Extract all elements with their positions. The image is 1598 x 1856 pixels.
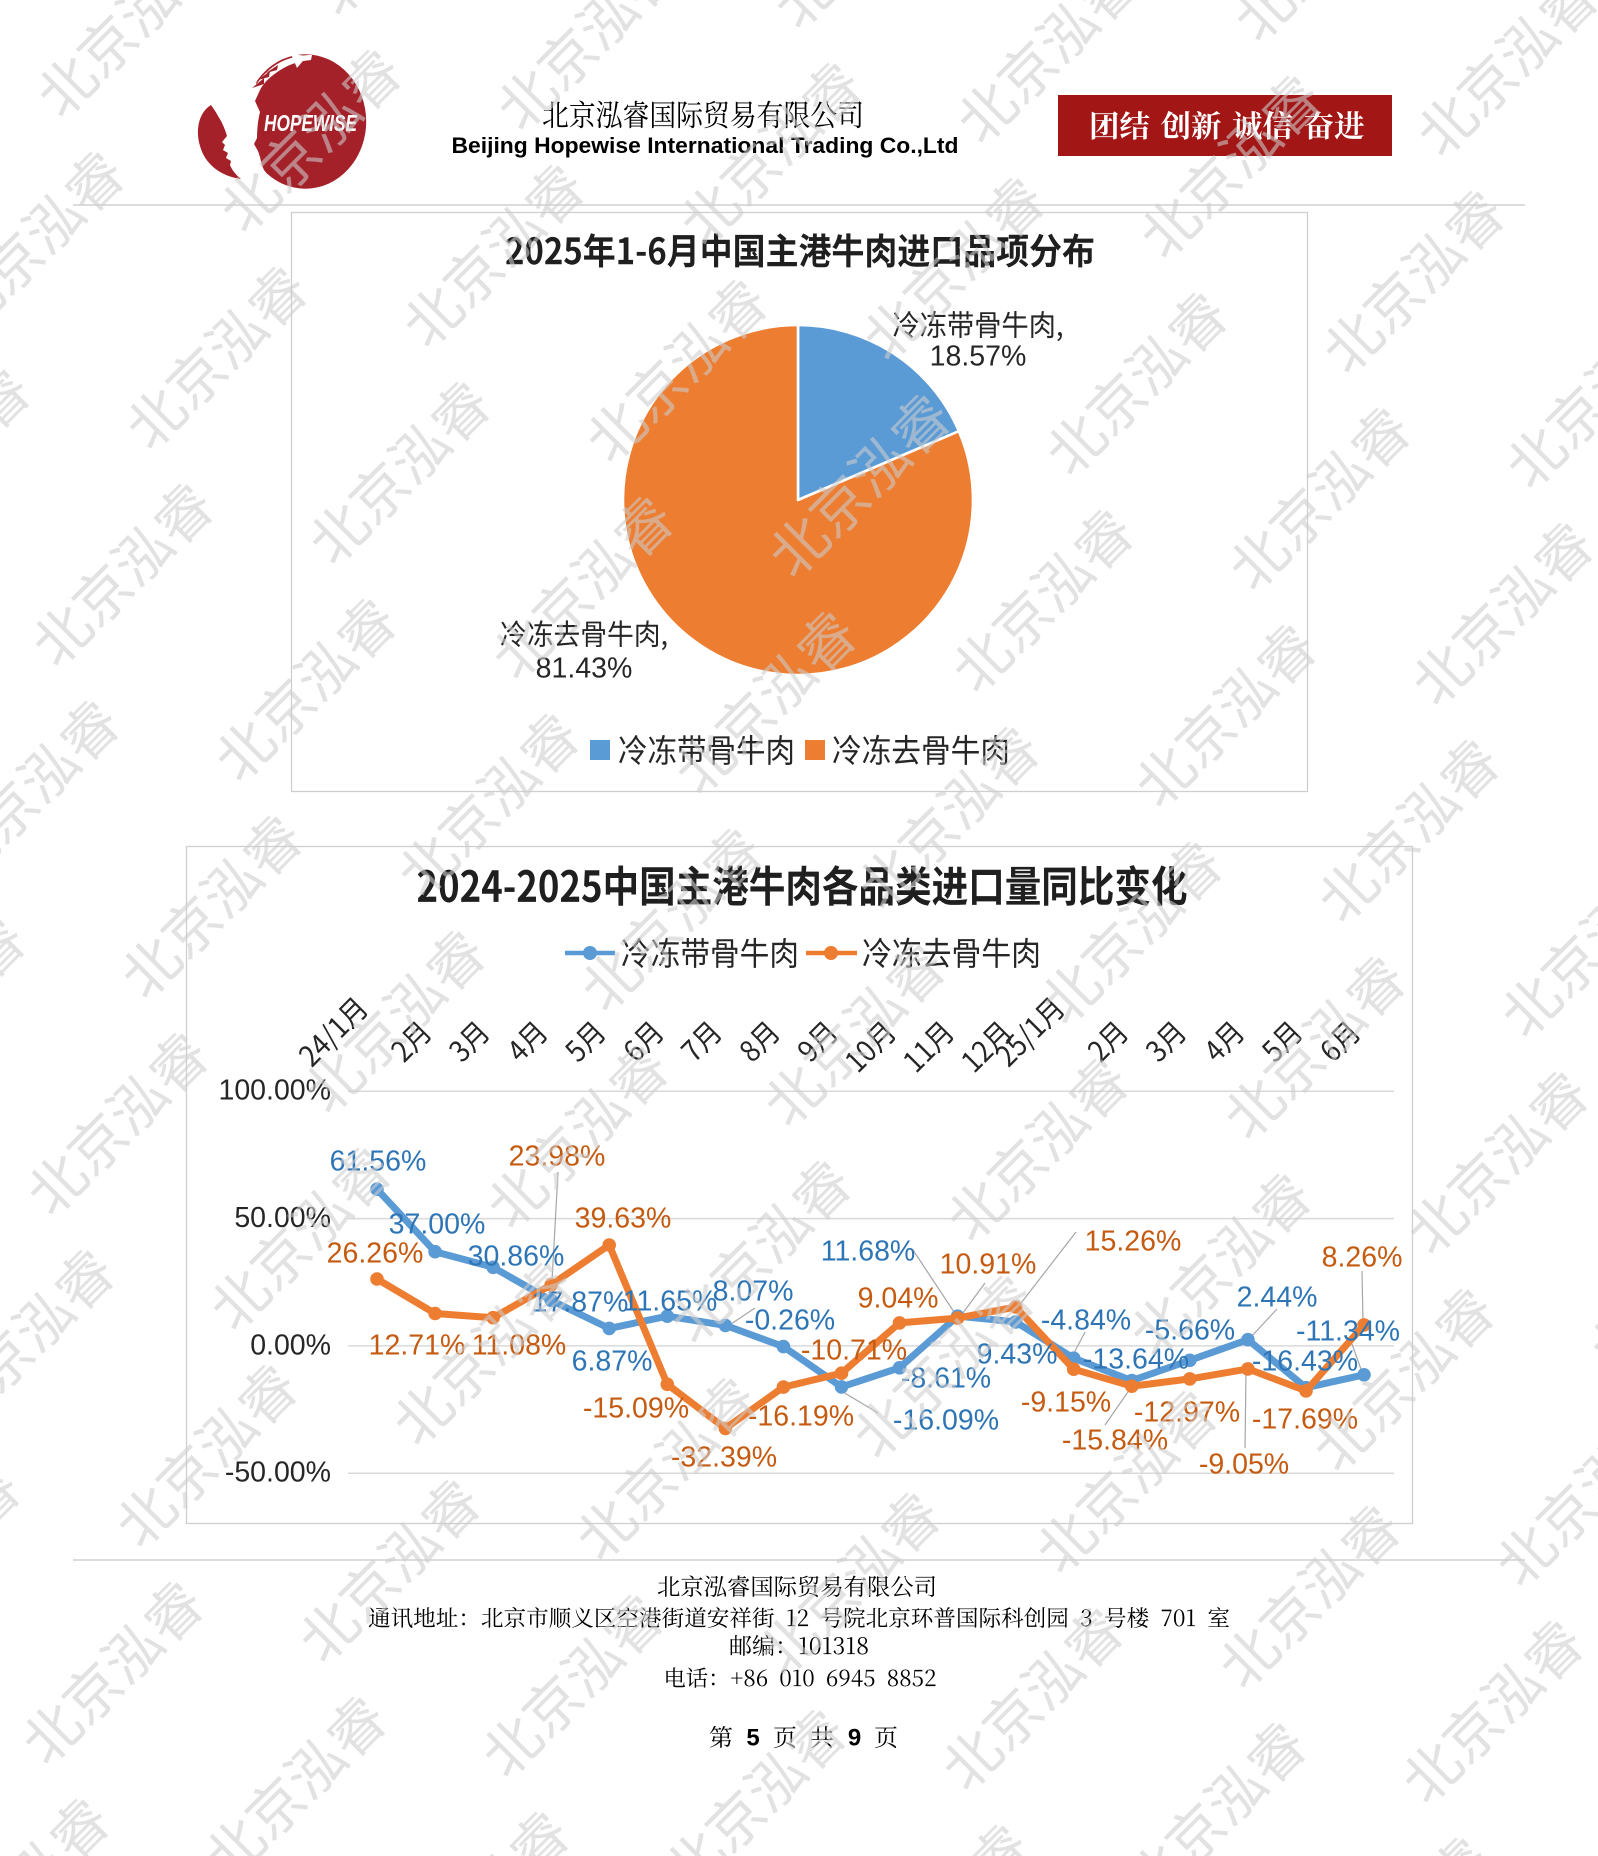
svg-text:0.00%: 0.00%	[250, 1329, 331, 1361]
svg-text:-32.39%: -32.39%	[671, 1441, 777, 1473]
svg-text:-50.00%: -50.00%	[225, 1457, 331, 1489]
svg-text:-12.97%: -12.97%	[1134, 1396, 1240, 1428]
svg-text:9.43%: 9.43%	[977, 1338, 1058, 1370]
svg-text:-15.09%: -15.09%	[583, 1392, 689, 1424]
svg-text:26.26%: 26.26%	[327, 1237, 424, 1269]
svg-text:-11.34%: -11.34%	[1296, 1315, 1400, 1347]
svg-text:-13.64%: -13.64%	[1083, 1343, 1189, 1375]
svg-text:-9.15%: -9.15%	[1021, 1386, 1111, 1418]
svg-text:37.00%: 37.00%	[389, 1208, 486, 1240]
svg-text:-16.19%: -16.19%	[748, 1400, 854, 1432]
svg-text:100.00%: 100.00%	[218, 1075, 331, 1107]
svg-text:Beijing Hopewise International: Beijing Hopewise International Trading C…	[452, 133, 959, 158]
svg-text:12.71%: 12.71%	[369, 1329, 466, 1361]
svg-text:6.87%: 6.87%	[572, 1345, 653, 1377]
svg-text:8.26%: 8.26%	[1322, 1241, 1403, 1273]
svg-text:-0.26%: -0.26%	[745, 1304, 835, 1336]
svg-text:39.63%: 39.63%	[575, 1202, 672, 1234]
svg-text:15.26%: 15.26%	[1085, 1225, 1182, 1257]
svg-text:-4.84%: -4.84%	[1041, 1304, 1131, 1336]
svg-text:-16.43%: -16.43%	[1252, 1345, 1358, 1377]
svg-text:18.57%: 18.57%	[930, 340, 1027, 372]
svg-text:2.44%: 2.44%	[1237, 1281, 1318, 1313]
svg-text:5: 5	[746, 1725, 759, 1752]
svg-text:-10.71%: -10.71%	[801, 1334, 907, 1366]
svg-text:11.68%: 11.68%	[821, 1235, 916, 1267]
svg-text:81.43%: 81.43%	[536, 652, 633, 684]
svg-text:10.91%: 10.91%	[940, 1248, 1037, 1280]
svg-text:9.04%: 9.04%	[858, 1282, 939, 1314]
svg-text:11.08%: 11.08%	[472, 1329, 567, 1361]
svg-text:9: 9	[848, 1725, 861, 1752]
svg-text:-9.05%: -9.05%	[1199, 1448, 1289, 1480]
